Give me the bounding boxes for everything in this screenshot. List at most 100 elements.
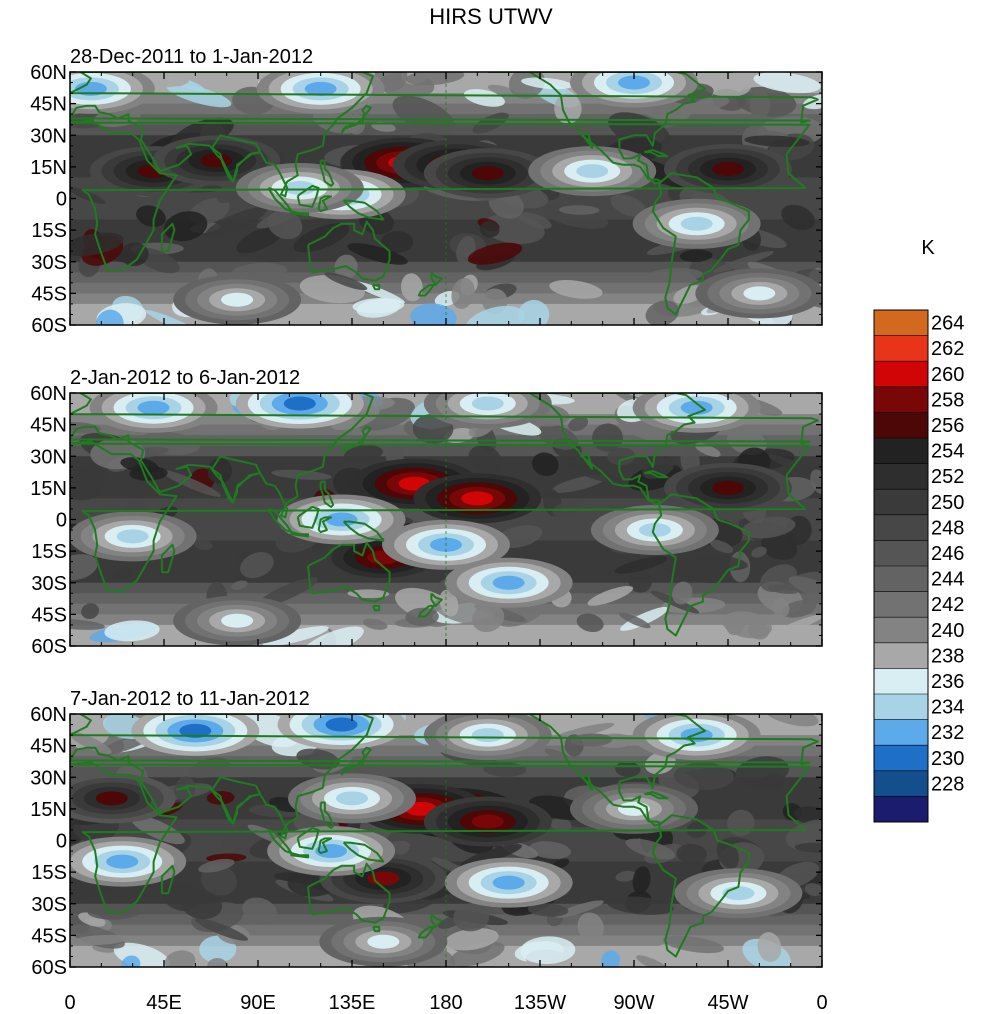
utwv-feature [570, 783, 698, 834]
field-cell [517, 299, 550, 325]
field-cell [672, 581, 693, 605]
utwv-feature [674, 868, 803, 919]
field-band [70, 903, 822, 915]
field-band [70, 209, 822, 221]
field-cell [343, 444, 383, 463]
y-tick-label: 30N [30, 446, 67, 468]
field-cell [549, 279, 603, 299]
field-band [70, 261, 822, 273]
field-cell [449, 941, 505, 967]
field-cell [679, 249, 713, 262]
colorbar-swatch [874, 463, 928, 490]
field-cell [216, 189, 238, 203]
field-cell [722, 611, 772, 639]
feature-contour [471, 166, 504, 181]
colorbar-swatch [874, 668, 928, 695]
feature-contour [116, 529, 149, 544]
panel-date-label: 2-Jan-2012 to 6-Jan-2012 [70, 367, 300, 389]
field-cell [662, 935, 724, 954]
field-band [70, 251, 822, 263]
feature-contour [367, 934, 400, 949]
field-cell [163, 211, 208, 242]
field-cell [71, 934, 131, 946]
colorbar-swatch [874, 489, 928, 516]
colorbar-level-label: 238 [931, 645, 964, 667]
coastline-sulawesi [317, 837, 333, 855]
utwv-feature [664, 143, 792, 194]
field-cell [713, 251, 774, 273]
y-tick-label: 15N [30, 157, 67, 179]
field-cell [693, 96, 730, 111]
coastline-nz_n [430, 913, 443, 928]
y-tick-label: 45S [31, 925, 67, 947]
coastline-newguinea [342, 520, 385, 542]
colorbar-level-label: 246 [931, 543, 964, 565]
field-cell [782, 599, 817, 618]
field-cell [81, 603, 100, 620]
colorbar-swatch [874, 514, 928, 541]
utwv-feature [89, 393, 218, 433]
colorbar-level-label: 258 [931, 389, 964, 411]
x-tick-label: 135E [329, 992, 376, 1014]
field-cell [467, 242, 523, 265]
utwv-feature [288, 773, 416, 824]
utwv-feature [70, 773, 176, 824]
field-cell [444, 928, 499, 951]
field-cell [194, 918, 248, 941]
coastline-sulawesi [317, 516, 333, 534]
colorbar-level-label: 254 [931, 441, 964, 463]
field-cell [751, 546, 767, 558]
field-cell [130, 815, 185, 845]
field-cell [550, 818, 572, 832]
field-cell [607, 447, 636, 466]
utwv-feature [256, 72, 385, 114]
field-cell [120, 457, 159, 473]
field-cell [610, 194, 647, 217]
field-cell [273, 872, 319, 883]
feature-contour [461, 491, 494, 506]
feature-contour [336, 791, 368, 806]
coastline-java [290, 852, 310, 859]
field-band [70, 445, 822, 457]
colorbar-swatch [874, 745, 928, 772]
coastline-madagascar [160, 222, 176, 253]
utwv-feature [423, 148, 552, 199]
field-cell [479, 221, 500, 238]
x-tick-label: 45W [707, 992, 748, 1014]
y-tick-label: 45S [31, 604, 67, 626]
field-cell [188, 757, 230, 778]
coastline-tasmania [372, 925, 381, 933]
field-cell [70, 732, 112, 754]
field-cell [628, 571, 652, 593]
coastline-philippines [319, 159, 335, 187]
field-cell [794, 842, 822, 853]
field-cell [709, 539, 734, 554]
feature-contour [221, 292, 254, 307]
colorbar-swatch [874, 770, 928, 797]
coastline-cuba [644, 470, 669, 479]
panel-date-label: 7-Jan-2012 to 11-Jan-2012 [70, 688, 310, 710]
coastline-japan [340, 425, 372, 455]
field-cell [324, 272, 368, 291]
utwv-feature [423, 714, 552, 761]
coastline-india [211, 455, 262, 504]
x-tick-label: 0 [816, 992, 827, 1014]
feature-contour [367, 871, 400, 886]
field-cell [451, 277, 475, 309]
x-tick-label: 180 [429, 992, 462, 1014]
coastline-southamerica [651, 172, 750, 316]
feature-contour [492, 575, 525, 590]
field-cell [568, 416, 589, 432]
field-cell [302, 626, 364, 646]
field-cell [347, 243, 408, 265]
colorbar-swatch [874, 591, 928, 618]
feature-contour [712, 161, 744, 176]
colorbar-level-label: 228 [931, 773, 964, 795]
coastline-nz_s [417, 925, 435, 939]
colorbar-level-label: 242 [931, 594, 964, 616]
y-tick-label: 0 [56, 189, 67, 211]
field-cell [267, 210, 303, 240]
coastline-tasmania [372, 283, 381, 291]
utwv-feature [590, 505, 719, 556]
utwv-feature [152, 135, 281, 186]
